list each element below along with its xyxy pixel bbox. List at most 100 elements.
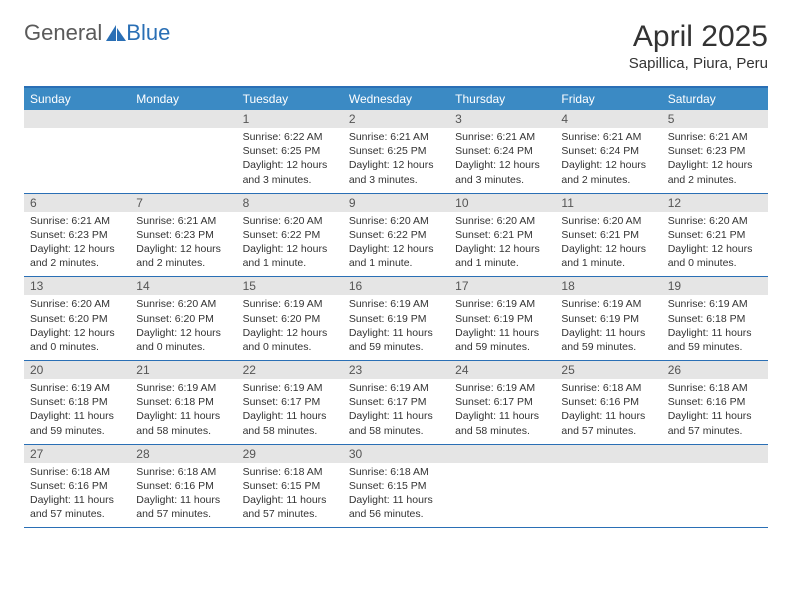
daylight-text: Daylight: 11 hours and 58 minutes.	[349, 409, 443, 437]
daylight-text: Daylight: 12 hours and 1 minute.	[455, 242, 549, 270]
day-cell: Sunrise: 6:20 AMSunset: 6:22 PMDaylight:…	[237, 212, 343, 277]
weekday-sat: Saturday	[662, 88, 768, 110]
day-cell: Sunrise: 6:22 AMSunset: 6:25 PMDaylight:…	[237, 128, 343, 193]
sunrise-text: Sunrise: 6:21 AM	[455, 130, 549, 144]
day-number: 12	[662, 194, 768, 212]
sunset-text: Sunset: 6:19 PM	[349, 312, 443, 326]
sunset-text: Sunset: 6:16 PM	[136, 479, 230, 493]
day-number: 18	[555, 277, 661, 295]
sunset-text: Sunset: 6:15 PM	[243, 479, 337, 493]
day-cell: Sunrise: 6:21 AMSunset: 6:24 PMDaylight:…	[555, 128, 661, 193]
day-number: 5	[662, 110, 768, 128]
sunrise-text: Sunrise: 6:21 AM	[668, 130, 762, 144]
daylight-text: Daylight: 11 hours and 58 minutes.	[243, 409, 337, 437]
weekday-fri: Friday	[555, 88, 661, 110]
day-number: 8	[237, 194, 343, 212]
daylight-text: Daylight: 12 hours and 0 minutes.	[243, 326, 337, 354]
daylight-text: Daylight: 12 hours and 2 minutes.	[561, 158, 655, 186]
day-cell: Sunrise: 6:20 AMSunset: 6:21 PMDaylight:…	[555, 212, 661, 277]
day-cell: Sunrise: 6:21 AMSunset: 6:23 PMDaylight:…	[130, 212, 236, 277]
daylight-text: Daylight: 11 hours and 57 minutes.	[136, 493, 230, 521]
day-number: 13	[24, 277, 130, 295]
sunset-text: Sunset: 6:20 PM	[30, 312, 124, 326]
day-cell: Sunrise: 6:19 AMSunset: 6:18 PMDaylight:…	[24, 379, 130, 444]
sunset-text: Sunset: 6:23 PM	[668, 144, 762, 158]
sunrise-text: Sunrise: 6:19 AM	[349, 381, 443, 395]
daylight-text: Daylight: 12 hours and 1 minute.	[561, 242, 655, 270]
day-number: 30	[343, 445, 449, 463]
day-cell	[130, 128, 236, 193]
daynum-row: 12345	[24, 110, 768, 128]
day-number: 21	[130, 361, 236, 379]
content-row: Sunrise: 6:19 AMSunset: 6:18 PMDaylight:…	[24, 379, 768, 444]
day-cell: Sunrise: 6:20 AMSunset: 6:21 PMDaylight:…	[662, 212, 768, 277]
sunset-text: Sunset: 6:18 PM	[668, 312, 762, 326]
sunset-text: Sunset: 6:25 PM	[243, 144, 337, 158]
sunset-text: Sunset: 6:17 PM	[349, 395, 443, 409]
page-root: General Blue April 2025 Sapillica, Piura…	[0, 0, 792, 548]
sunset-text: Sunset: 6:19 PM	[561, 312, 655, 326]
daylight-text: Daylight: 11 hours and 59 minutes.	[30, 409, 124, 437]
day-number: 3	[449, 110, 555, 128]
day-cell: Sunrise: 6:18 AMSunset: 6:15 PMDaylight:…	[237, 463, 343, 528]
sunset-text: Sunset: 6:17 PM	[243, 395, 337, 409]
weekday-tue: Tuesday	[237, 88, 343, 110]
day-number: 16	[343, 277, 449, 295]
logo-sail-icon	[106, 25, 126, 41]
weekday-sun: Sunday	[24, 88, 130, 110]
daylight-text: Daylight: 12 hours and 1 minute.	[243, 242, 337, 270]
day-cell	[555, 463, 661, 528]
header: General Blue April 2025 Sapillica, Piura…	[24, 20, 768, 72]
sunrise-text: Sunrise: 6:21 AM	[30, 214, 124, 228]
sunrise-text: Sunrise: 6:19 AM	[668, 297, 762, 311]
content-row: Sunrise: 6:18 AM Sunset: 6:16 PMDaylight:…	[24, 463, 768, 528]
title-block: April 2025 Sapillica, Piura, Peru	[629, 20, 768, 72]
day-cell: Sunrise: 6:19 AMSunset: 6:19 PMDaylight:…	[343, 295, 449, 360]
sunrise-text: Sunrise: 6:20 AM	[349, 214, 443, 228]
day-number: 15	[237, 277, 343, 295]
week-row: 12345Sunrise: 6:22 AMSunset: 6:25 PMDayl…	[24, 110, 768, 193]
daylight-text: Daylight: 12 hours and 3 minutes.	[349, 158, 443, 186]
daylight-text: Daylight: 11 hours and 59 minutes.	[561, 326, 655, 354]
sunrise-text: Sunrise: 6:20 AM	[455, 214, 549, 228]
sunset-text: Sunset: 6:25 PM	[349, 144, 443, 158]
sunset-text: Sunset: 6:23 PM	[30, 228, 124, 242]
sunrise-text: Sunrise: 6:19 AM	[561, 297, 655, 311]
page-subtitle: Sapillica, Piura, Peru	[629, 55, 768, 72]
daylight-text: Daylight: 12 hours and 2 minutes.	[668, 158, 762, 186]
day-number: 9	[343, 194, 449, 212]
sunrise-text: Sunrise: 6:18 AM	[561, 381, 655, 395]
sunset-text: Sunset: 6:23 PM	[136, 228, 230, 242]
week-row: 6789101112Sunrise: 6:21 AMSunset: 6:23 P…	[24, 193, 768, 277]
sunrise-text: Sunrise: 6:18 AM	[30, 465, 124, 479]
day-cell: Sunrise: 6:19 AMSunset: 6:17 PMDaylight:…	[449, 379, 555, 444]
sunset-text: Sunset: 6:21 PM	[561, 228, 655, 242]
weekday-wed: Wednesday	[343, 88, 449, 110]
sunset-text: Sunset: 6:18 PM	[30, 395, 124, 409]
sunrise-text: Sunrise: 6:21 AM	[136, 214, 230, 228]
calendar: Sunday Monday Tuesday Wednesday Thursday…	[24, 86, 768, 528]
page-title: April 2025	[629, 20, 768, 53]
sunrise-text: Sunrise: 6:19 AM	[455, 297, 549, 311]
sunrise-text: Sunrise: 6:19 AM	[243, 381, 337, 395]
content-row: Sunrise: 6:21 AMSunset: 6:23 PMDaylight:…	[24, 212, 768, 277]
week-row: 13141516171819Sunrise: 6:20 AMSunset: 6:…	[24, 276, 768, 360]
day-cell: Sunrise: 6:21 AMSunset: 6:23 PMDaylight:…	[662, 128, 768, 193]
daylight-text: Daylight: 12 hours and 3 minutes.	[455, 158, 549, 186]
daylight-text: Daylight: 11 hours and 59 minutes.	[349, 326, 443, 354]
daylight-text: Daylight: 12 hours and 3 minutes.	[243, 158, 337, 186]
sunset-text: Sunset: 6:19 PM	[455, 312, 549, 326]
sunrise-text: Sunrise: 6:20 AM	[136, 297, 230, 311]
day-number: 23	[343, 361, 449, 379]
day-number: 6	[24, 194, 130, 212]
daynum-row: 27282930	[24, 445, 768, 463]
day-cell: Sunrise: 6:21 AMSunset: 6:24 PMDaylight:…	[449, 128, 555, 193]
day-number: 1	[237, 110, 343, 128]
sunrise-text: Sunrise: 6:22 AM	[243, 130, 337, 144]
day-cell: Sunrise: 6:19 AMSunset: 6:18 PMDaylight:…	[662, 295, 768, 360]
weekday-thu: Thursday	[449, 88, 555, 110]
sunset-text: Sunset: 6:16 PM	[668, 395, 762, 409]
day-cell: Sunrise: 6:20 AMSunset: 6:22 PMDaylight:…	[343, 212, 449, 277]
sunrise-text: Sunrise: 6:21 AM	[561, 130, 655, 144]
daylight-text: Daylight: 11 hours and 57 minutes.	[668, 409, 762, 437]
